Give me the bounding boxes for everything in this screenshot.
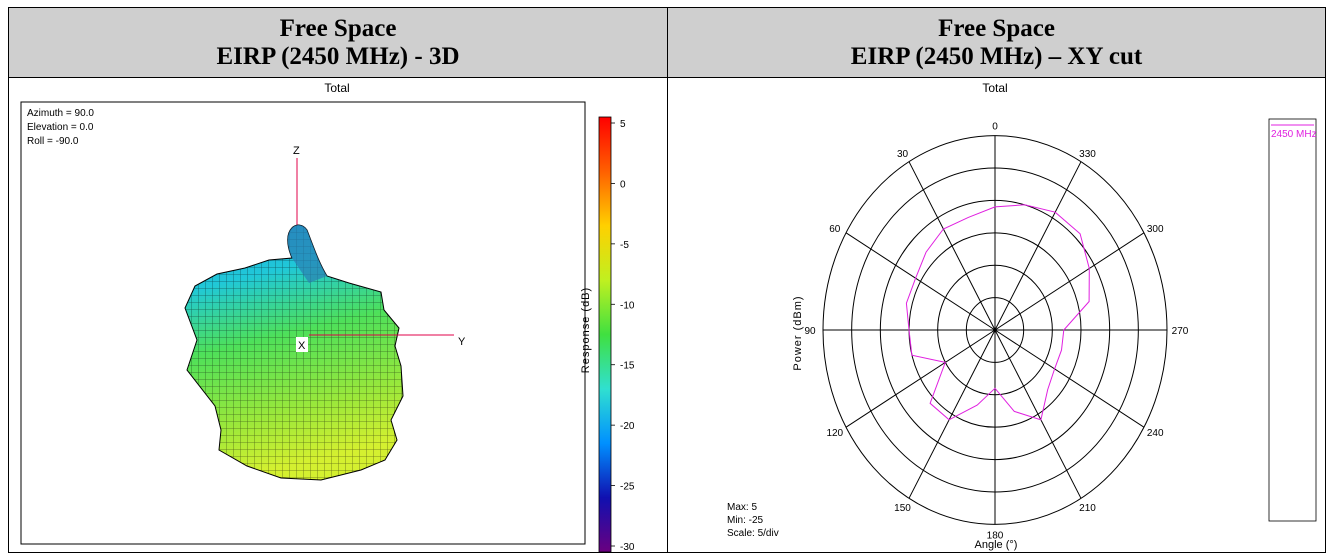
polar-xlabel: Angle (°) [975,539,1018,551]
colorbar-tick-label: 5 [620,119,626,130]
polar-grid [822,135,1168,525]
roll-readout: Roll = -90.0 [27,136,79,147]
radiation-surface [184,224,404,481]
polar-angle-label: 300 [1147,224,1164,235]
colorbar-tick-label: -20 [620,421,635,432]
polar-angle-label: 240 [1147,428,1164,439]
colorbar-tick-label: -25 [620,482,635,493]
polar-angle-label: 30 [897,149,909,160]
azimuth-readout: Azimuth = 90.0 [27,108,94,119]
colorbar [598,116,612,553]
pattern-3d-svg: Total Azimuth = 90.0 Elevation = 0.0 Rol… [20,81,635,553]
right-plot-title: Total [982,81,1007,95]
z-axis-label: Z [293,145,300,157]
colorbar-tick-label: -10 [620,300,635,311]
polar-svg: Total 0 30 60 90 120 150 180 210 240 270 300 330 Po… [727,81,1317,551]
series-2450-mhz-line [905,204,1090,421]
polar-angle-label: 0 [992,122,998,133]
polar-angle-label: 150 [894,503,911,514]
legend-box [1268,118,1317,522]
x-axis-marker [296,337,308,352]
colorbar-label: Response (dB) [580,287,592,373]
polar-spoke [845,329,996,428]
polar-spoke [994,329,1082,499]
polar-spoke [908,161,996,331]
polar-angle-label: 60 [829,224,841,235]
y-axis-label: Y [458,336,466,348]
colorbar-tick-label: -5 [620,240,629,251]
legend-entry-2450-mhz: 2450 MHz [1271,129,1317,140]
polar-spoke [908,329,996,499]
stat-min: Min: -25 [727,515,764,526]
pattern-3d-panel: Total Azimuth = 90.0 Elevation = 0.0 Rol… [9,78,668,553]
polar-angle-labels: 0 30 60 90 120 150 180 210 240 270 300 330 [804,122,1188,542]
colorbar-tick-label: -15 [620,361,635,372]
colorbar-tick-label: -30 [620,542,635,552]
x-axis-label: X [298,340,306,352]
polar-angle-label: 120 [826,428,843,439]
polar-ylabel: Power (dBm) [792,295,804,370]
polar-angle-label: 270 [1172,326,1189,337]
polar-panel: Total 0 30 60 90 120 150 180 210 240 270 300 330 Po… [668,78,1325,552]
polar-spoke [994,232,1145,331]
stat-max: Max: 5 [727,502,757,513]
stat-scale: Scale: 5/div [727,528,779,539]
left-plot-title: Total [324,81,349,95]
polar-angle-label: 210 [1079,503,1096,514]
polar-angle-label: 180 [987,530,1004,541]
left-title-line2: EIRP (2450 MHz) - 3D [216,42,460,70]
left-panel-header: Free Space EIRP (2450 MHz) - 3D [9,8,668,78]
elevation-readout: Elevation = 0.0 [27,122,94,133]
right-panel-header: Free Space EIRP (2450 MHz) – XY cut [668,8,1325,78]
polar-spoke [845,232,996,331]
polar-angle-label: 330 [1079,149,1096,160]
right-title-line2: EIRP (2450 MHz) – XY cut [850,42,1143,70]
colorbar-tick-label: 0 [620,179,626,190]
polar-spoke [994,329,1145,428]
polar-angle-label: 90 [804,326,816,337]
polar-spoke [994,161,1082,331]
figure-grid: Free Space EIRP (2450 MHz) - 3D Free Spa… [8,7,1326,553]
right-title-line1: Free Space [938,14,1055,42]
colorbar-ticks: 5 0 -5 -10 -15 -20 -25 -30 [611,119,635,553]
left-title-line1: Free Space [279,14,397,42]
